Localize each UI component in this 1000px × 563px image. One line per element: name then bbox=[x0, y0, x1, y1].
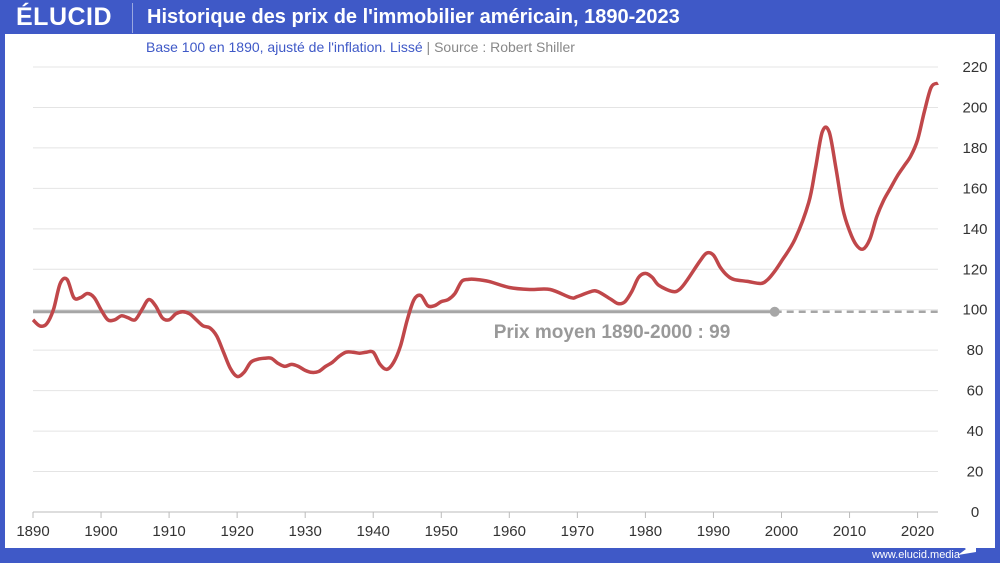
y-tick-label: 60 bbox=[967, 383, 984, 400]
elucid-logo: ÉLUCID bbox=[16, 3, 113, 31]
x-tick-label: 1990 bbox=[697, 523, 730, 540]
grid bbox=[33, 66, 938, 473]
chart-panel bbox=[5, 34, 995, 548]
y-axis: 0 20 40 60 80 100 120 140 160 180 200 220 bbox=[962, 59, 987, 521]
reference-line bbox=[33, 306, 938, 317]
reference-label: Prix moyen 1890-2000 : 99 bbox=[494, 322, 731, 343]
source-text: Source : Robert Shiller bbox=[434, 39, 575, 55]
y-tick-label: 0 bbox=[971, 504, 979, 521]
y-tick-label: 160 bbox=[962, 180, 987, 197]
y-tick-label: 40 bbox=[967, 423, 984, 440]
x-tick-label: 1890 bbox=[16, 523, 49, 540]
x-tick-label: 2020 bbox=[901, 523, 934, 540]
elucid-flag-icon bbox=[958, 537, 976, 555]
y-tick-label: 100 bbox=[962, 302, 987, 319]
x-axis: 1890 1900 1910 1920 1930 1940 1950 1960 1970 1980… bbox=[16, 511, 938, 540]
price-series-line bbox=[31, 81, 939, 379]
x-tick-label: 1980 bbox=[629, 523, 662, 540]
x-tick-label: 1930 bbox=[288, 523, 321, 540]
x-tick-label: 1950 bbox=[425, 523, 458, 540]
header-separator bbox=[132, 3, 133, 33]
x-tick-label: 2010 bbox=[833, 523, 866, 540]
y-tick-label: 220 bbox=[962, 59, 987, 76]
x-tick-label: 1970 bbox=[561, 523, 594, 540]
series-group bbox=[31, 81, 939, 379]
y-tick-label: 200 bbox=[962, 99, 987, 116]
y-tick-label: 140 bbox=[962, 221, 987, 238]
chart-subtitle: Base 100 en 1890, ajusté de l'inflation.… bbox=[146, 39, 575, 55]
x-tick-label: 1940 bbox=[357, 523, 390, 540]
chart-title: Historique des prix de l'immobilier amér… bbox=[147, 6, 680, 28]
reference-point bbox=[769, 306, 780, 317]
y-tick-label: 120 bbox=[962, 261, 987, 278]
footer-url[interactable]: www.elucid.media bbox=[871, 549, 960, 561]
x-tick-label: 1960 bbox=[493, 523, 526, 540]
y-tick-label: 20 bbox=[967, 464, 984, 481]
x-tick-label: 1910 bbox=[152, 523, 185, 540]
subtitle-text: Base 100 en 1890, ajusté de l'inflation.… bbox=[146, 39, 423, 55]
x-tick-label: 2000 bbox=[765, 523, 798, 540]
subtitle-separator: | bbox=[426, 39, 431, 55]
x-tick-label: 1900 bbox=[84, 523, 117, 540]
y-tick-label: 80 bbox=[967, 342, 984, 359]
y-tick-label: 180 bbox=[962, 140, 987, 157]
x-tick-label: 1920 bbox=[220, 523, 253, 540]
